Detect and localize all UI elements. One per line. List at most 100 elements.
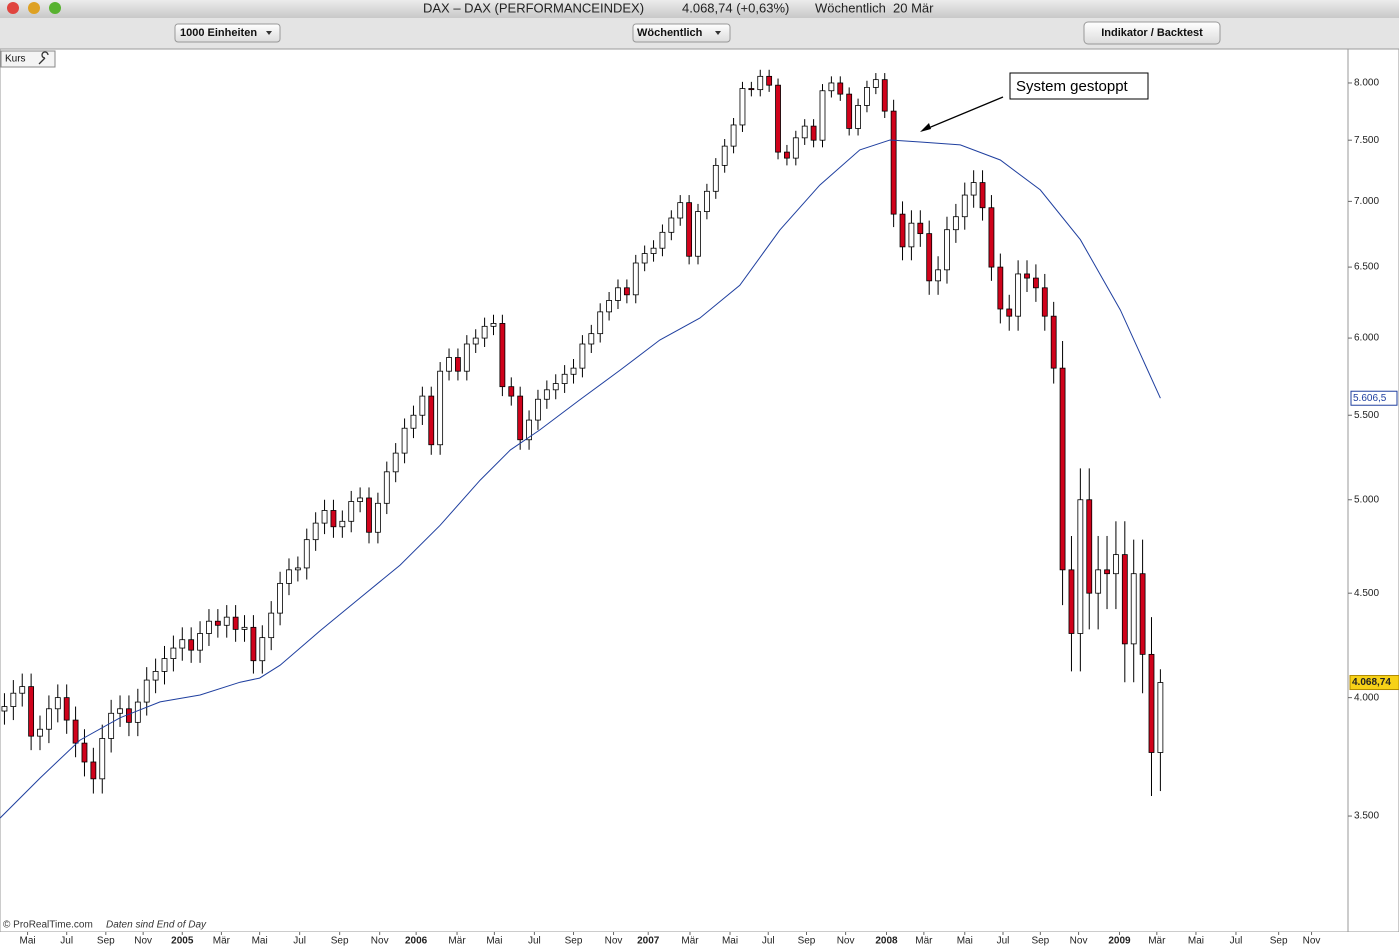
candle-body <box>864 87 870 106</box>
x-tick-label: Mai <box>1188 936 1204 947</box>
candle-body <box>543 389 550 400</box>
candle-body <box>535 398 541 421</box>
candle-body <box>721 145 728 166</box>
ma-value-label: 5.606,5 <box>1353 393 1387 404</box>
candle-body <box>294 567 301 571</box>
candle-body <box>757 75 764 91</box>
x-tick-label: Jul <box>1230 936 1243 947</box>
candle-body <box>615 287 621 301</box>
candle-body <box>303 539 310 569</box>
x-tick-label: Jul <box>997 936 1010 947</box>
candle-body <box>810 125 817 141</box>
plot-area <box>0 48 1349 933</box>
candle-body <box>961 194 968 218</box>
x-tick-label: Mai <box>722 936 738 947</box>
candle-body <box>232 616 239 630</box>
candle-body <box>766 75 773 86</box>
candle-body <box>161 658 168 672</box>
candle-body <box>339 520 346 528</box>
units-dropdown[interactable] <box>174 23 281 43</box>
x-tick-label: Sep <box>97 936 115 947</box>
candle-body <box>926 233 933 282</box>
candle-body <box>108 712 115 739</box>
candle-body <box>623 287 630 296</box>
x-tick-label: Sep <box>565 936 583 947</box>
candle-body <box>1148 653 1155 753</box>
candle-body <box>81 742 88 763</box>
candle-body <box>917 222 924 235</box>
candle-body <box>1068 569 1075 634</box>
y-tick-label: 6.000 <box>1354 333 1379 344</box>
candle-body <box>1130 573 1137 645</box>
window-quote: 4.068,74 (+0,63%) <box>682 0 789 15</box>
candle-body <box>259 637 266 662</box>
interval-label: Wöchentlich <box>637 27 703 39</box>
candle-body <box>641 253 648 264</box>
candle-body <box>1041 287 1048 317</box>
candle-body <box>890 110 897 215</box>
x-tick-label: 2005 <box>171 936 194 947</box>
candle-body <box>979 182 986 209</box>
candle-body <box>748 88 755 91</box>
x-tick-label: Mär <box>448 936 466 947</box>
candle-body <box>143 679 150 703</box>
interval-dropdown[interactable] <box>632 23 731 43</box>
x-tick-label: Sep <box>1270 936 1288 947</box>
candle-body <box>899 213 906 248</box>
candle-body <box>1006 308 1013 317</box>
candle-body <box>1050 315 1057 369</box>
candle-body <box>419 395 426 416</box>
candle-body <box>188 639 195 651</box>
candle-body <box>872 79 879 88</box>
candle-body <box>526 419 532 441</box>
candle-body <box>446 357 452 372</box>
candle-body <box>1113 554 1119 575</box>
x-tick-label: Mär <box>915 936 933 947</box>
candle-body <box>703 190 710 212</box>
candle-body <box>28 686 35 737</box>
candle-body <box>952 216 959 231</box>
candle-body <box>481 325 488 339</box>
candle-body <box>1077 499 1084 634</box>
annotation-box <box>1009 72 1149 100</box>
candle-body <box>881 79 888 112</box>
x-tick-label: Jul <box>60 936 73 947</box>
candle-body <box>712 164 719 192</box>
candle-body <box>375 502 381 533</box>
indicator-label: Indikator / Backtest <box>1101 27 1203 39</box>
x-tick-label: Sep <box>1031 936 1049 947</box>
candle-body <box>286 569 292 584</box>
candle-body <box>37 728 43 737</box>
y-tick-label: 8.000 <box>1354 78 1379 89</box>
dropdown-arrow <box>715 31 721 35</box>
chart-layer: 3.500 4.000 4.500 5.000 5.500 6.000 6.500 7.000… <box>0 69 1399 947</box>
x-tick-label: Mai <box>957 936 973 947</box>
x-tick-label: Mär <box>681 936 699 947</box>
candle-body <box>1086 499 1093 594</box>
candle-body <box>214 620 221 626</box>
y-tick-label: 3.500 <box>1354 811 1379 822</box>
wrench-icon[interactable] <box>38 51 49 65</box>
x-tick-label: Mär <box>213 936 231 947</box>
footer-source: © ProRealTime.com <box>3 920 93 931</box>
x-tick-label: Nov <box>837 936 855 947</box>
x-tick-label: Sep <box>331 936 349 947</box>
candle-body <box>197 633 203 651</box>
minimize-button[interactable] <box>28 2 40 14</box>
candle-body <box>357 497 364 502</box>
ma-value-box <box>1350 390 1398 406</box>
indicator-button[interactable] <box>1083 21 1221 45</box>
candle-body <box>1024 273 1030 279</box>
x-tick-label: Sep <box>798 936 816 947</box>
candle-body <box>1 706 8 712</box>
close-button[interactable] <box>7 2 19 14</box>
x-tick-label: Jul <box>762 936 775 947</box>
candle-body <box>472 337 479 345</box>
candle-body <box>579 343 586 369</box>
y-tick-label: 5.500 <box>1354 410 1379 421</box>
candle-body <box>1139 573 1146 655</box>
zoom-button[interactable] <box>49 2 61 14</box>
candle-body <box>1104 569 1110 575</box>
candle-body <box>63 697 70 721</box>
candle-body <box>1015 273 1022 317</box>
